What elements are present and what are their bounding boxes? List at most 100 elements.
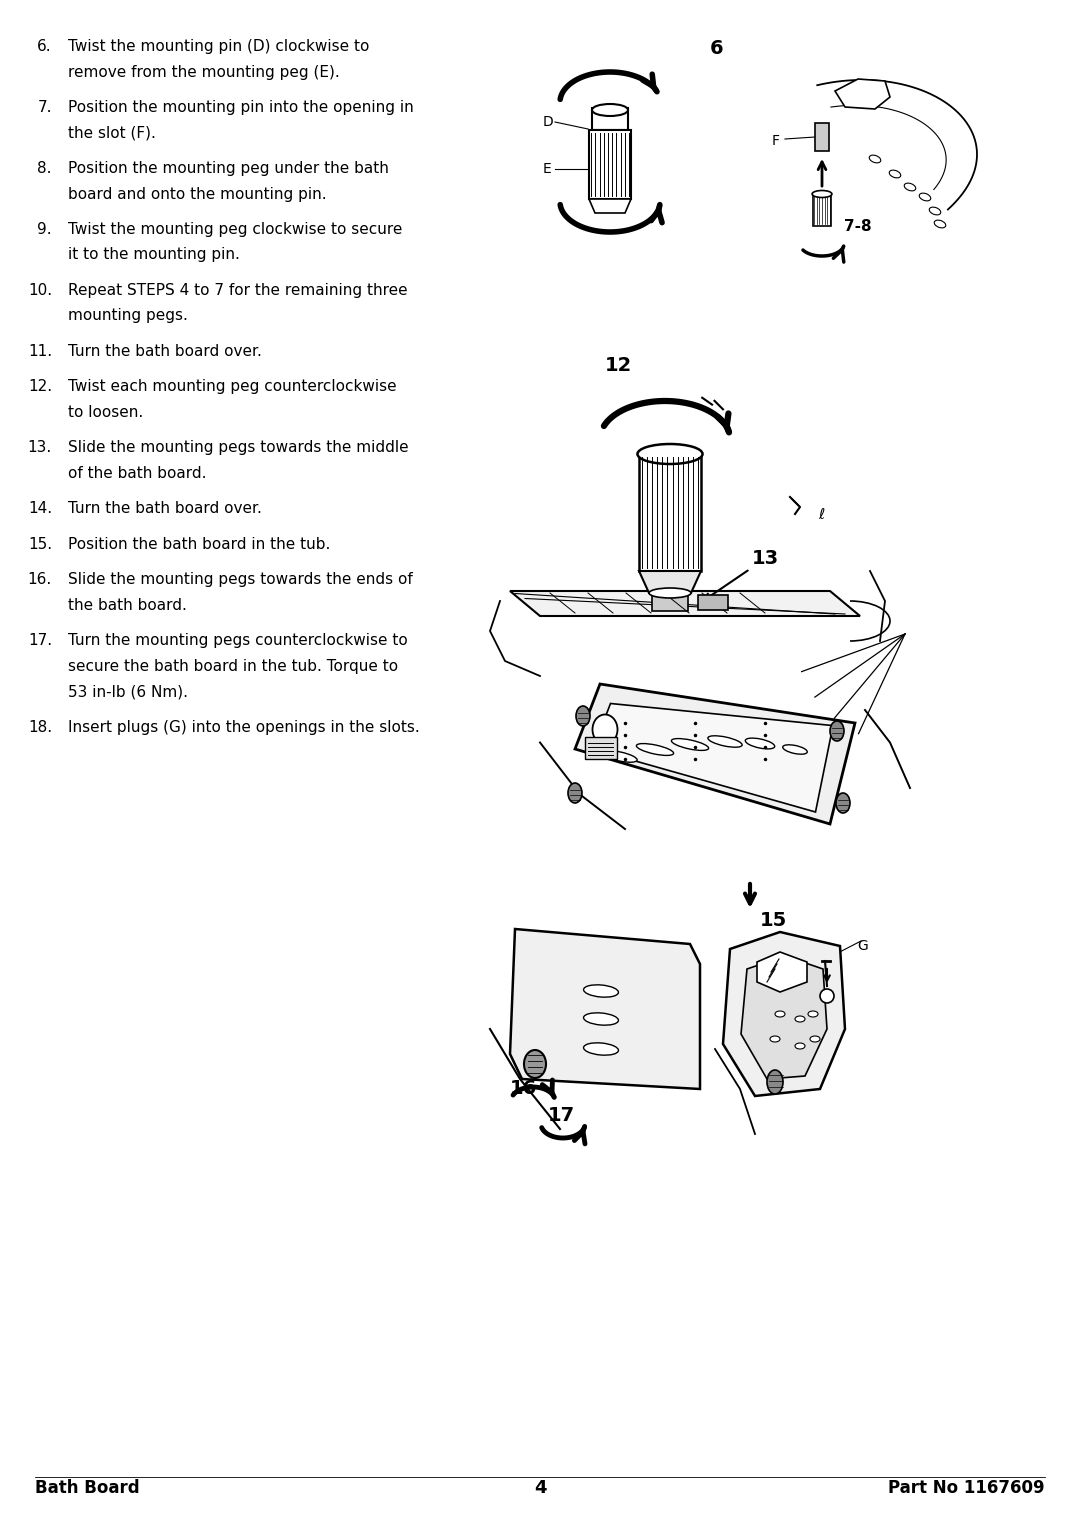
Text: 7-8: 7-8 <box>843 219 872 234</box>
Text: Turn the bath board over.: Turn the bath board over. <box>68 344 261 359</box>
Text: 12.: 12. <box>28 379 52 394</box>
Text: $\ell$: $\ell$ <box>818 508 825 521</box>
Text: Turn the mounting pegs counterclockwise to: Turn the mounting pegs counterclockwise … <box>68 633 408 648</box>
Ellipse shape <box>672 739 708 751</box>
Bar <box>589 130 631 199</box>
Ellipse shape <box>593 714 618 745</box>
Text: 11.: 11. <box>28 344 52 359</box>
Ellipse shape <box>576 706 590 726</box>
Text: Insert plugs (G) into the openings in the slots.: Insert plugs (G) into the openings in th… <box>68 720 420 735</box>
Text: 17: 17 <box>548 1105 576 1125</box>
Ellipse shape <box>808 1011 818 1017</box>
Ellipse shape <box>919 193 931 200</box>
Ellipse shape <box>795 1043 805 1049</box>
Text: E: E <box>543 162 552 176</box>
Ellipse shape <box>707 735 742 748</box>
Text: 16: 16 <box>510 1079 537 1098</box>
Text: 17.: 17. <box>28 633 52 648</box>
Polygon shape <box>510 592 860 616</box>
Ellipse shape <box>934 220 946 228</box>
Text: 18.: 18. <box>28 720 52 735</box>
Ellipse shape <box>831 722 843 742</box>
Text: Slide the mounting pegs towards the ends of: Slide the mounting pegs towards the ends… <box>68 572 413 587</box>
Ellipse shape <box>770 1037 780 1041</box>
Ellipse shape <box>524 1050 546 1078</box>
Text: F: F <box>772 135 780 148</box>
Ellipse shape <box>745 739 774 749</box>
Text: remove from the mounting peg (E).: remove from the mounting peg (E). <box>68 64 340 80</box>
Circle shape <box>820 989 834 1003</box>
Text: 10.: 10. <box>28 283 52 298</box>
Text: Twist each mounting peg counterclockwise: Twist each mounting peg counterclockwise <box>68 379 396 394</box>
Polygon shape <box>510 930 700 1089</box>
Text: Twist the mounting peg clockwise to secure: Twist the mounting peg clockwise to secu… <box>68 222 403 237</box>
Bar <box>698 595 728 610</box>
Bar <box>585 737 617 760</box>
Ellipse shape <box>592 104 627 116</box>
Text: secure the bath board in the tub. Torque to: secure the bath board in the tub. Torque… <box>68 659 399 674</box>
Ellipse shape <box>603 751 637 763</box>
Text: 16.: 16. <box>28 572 52 587</box>
Ellipse shape <box>636 743 674 755</box>
Text: the bath board.: the bath board. <box>68 598 187 613</box>
Text: 7.: 7. <box>38 99 52 115</box>
Ellipse shape <box>812 191 832 197</box>
Text: Bath Board: Bath Board <box>35 1479 139 1497</box>
Text: 12: 12 <box>605 356 632 375</box>
Polygon shape <box>723 933 845 1096</box>
Text: 13.: 13. <box>28 440 52 456</box>
Ellipse shape <box>795 1015 805 1021</box>
Ellipse shape <box>810 1037 820 1041</box>
Text: 53 in-lb (6 Nm).: 53 in-lb (6 Nm). <box>68 685 188 699</box>
Text: Turn the bath board over.: Turn the bath board over. <box>68 502 261 517</box>
Text: 9.: 9. <box>38 222 52 237</box>
Polygon shape <box>757 953 807 992</box>
Ellipse shape <box>869 154 881 164</box>
Ellipse shape <box>783 745 807 754</box>
Text: 6: 6 <box>710 40 724 58</box>
Ellipse shape <box>775 1011 785 1017</box>
Text: 15.: 15. <box>28 537 52 552</box>
Polygon shape <box>589 199 631 213</box>
Ellipse shape <box>767 1070 783 1095</box>
Text: 15: 15 <box>760 911 787 930</box>
Text: 4: 4 <box>534 1479 546 1497</box>
Text: board and onto the mounting pin.: board and onto the mounting pin. <box>68 187 326 202</box>
Polygon shape <box>593 703 833 812</box>
Text: Slide the mounting pegs towards the middle: Slide the mounting pegs towards the midd… <box>68 440 408 456</box>
Ellipse shape <box>568 783 582 803</box>
Ellipse shape <box>637 443 703 463</box>
Ellipse shape <box>889 170 901 177</box>
Text: mounting pegs.: mounting pegs. <box>68 309 188 324</box>
Bar <box>652 592 688 612</box>
Text: 6.: 6. <box>38 40 52 54</box>
Text: 8.: 8. <box>38 161 52 176</box>
Ellipse shape <box>583 1043 619 1055</box>
Text: 13: 13 <box>752 549 779 567</box>
Text: 14.: 14. <box>28 502 52 517</box>
Text: D: D <box>543 115 554 128</box>
Ellipse shape <box>929 206 941 216</box>
Ellipse shape <box>583 985 619 997</box>
Polygon shape <box>639 570 701 593</box>
Text: the slot (F).: the slot (F). <box>68 125 156 141</box>
Text: Position the bath board in the tub.: Position the bath board in the tub. <box>68 537 330 552</box>
Text: Twist the mounting pin (D) clockwise to: Twist the mounting pin (D) clockwise to <box>68 40 369 54</box>
Text: to loosen.: to loosen. <box>68 405 144 420</box>
Polygon shape <box>575 683 855 824</box>
Text: of the bath board.: of the bath board. <box>68 466 206 482</box>
Bar <box>592 109 627 130</box>
Text: Repeat STEPS 4 to 7 for the remaining three: Repeat STEPS 4 to 7 for the remaining th… <box>68 283 407 298</box>
Polygon shape <box>741 956 827 1079</box>
Bar <box>639 454 701 570</box>
Text: it to the mounting pin.: it to the mounting pin. <box>68 248 240 263</box>
Ellipse shape <box>904 183 916 191</box>
Bar <box>813 194 831 226</box>
Ellipse shape <box>649 589 691 598</box>
Text: G: G <box>858 939 867 953</box>
Text: Part No 1167609: Part No 1167609 <box>889 1479 1045 1497</box>
Polygon shape <box>835 80 890 109</box>
Ellipse shape <box>583 1012 619 1024</box>
Text: Position the mounting peg under the bath: Position the mounting peg under the bath <box>68 161 389 176</box>
Bar <box>815 122 829 151</box>
